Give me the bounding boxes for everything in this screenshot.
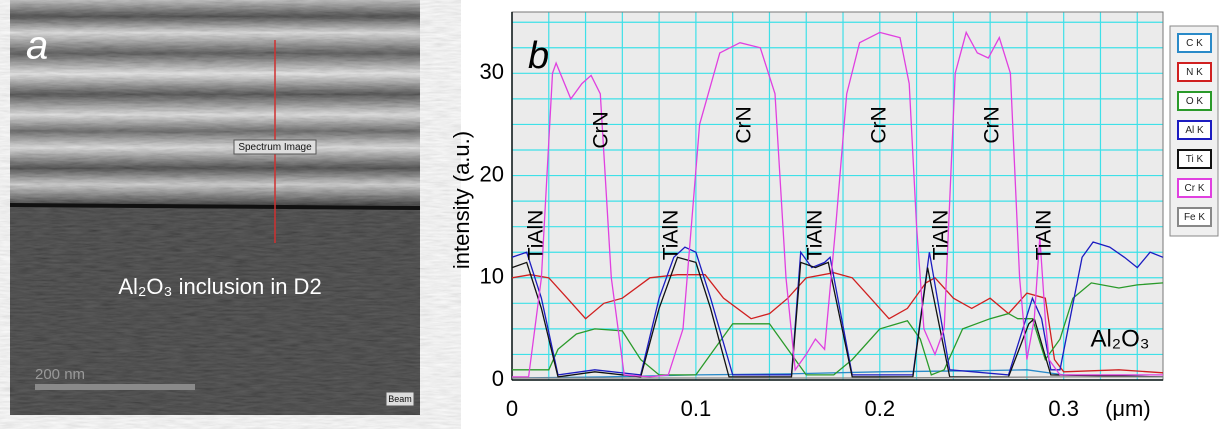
x-tick-label: 0.3	[1048, 396, 1079, 421]
y-tick-label: 30	[480, 59, 504, 84]
legend-label: Cr K	[1185, 183, 1205, 194]
plot-background	[512, 12, 1163, 380]
legend-label: Fe K	[1184, 212, 1205, 223]
panel-label: a	[26, 24, 48, 68]
legend-swatch	[1177, 120, 1212, 140]
legend-swatch	[1177, 33, 1212, 53]
beam-button	[385, 391, 415, 407]
series-line	[511, 241, 1164, 376]
scale-bar	[35, 384, 195, 390]
series-line	[512, 376, 1163, 379]
annotation: TiAlN	[660, 210, 683, 261]
series-line	[512, 282, 1164, 376]
y-tick-label: 10	[480, 264, 504, 289]
panel-label: b	[528, 35, 549, 77]
annotation: TiAlN	[930, 210, 953, 261]
annotation: Al₂O₃	[1090, 325, 1149, 352]
series-line	[512, 30, 1163, 378]
legend-swatch	[1177, 62, 1212, 82]
legend-label: C K	[1186, 38, 1203, 49]
x-tick-label: 0.1	[681, 396, 712, 421]
series-line	[511, 272, 1164, 374]
legend-label: N K	[1186, 67, 1203, 78]
marker-box	[233, 139, 317, 155]
annotation: CrN	[733, 106, 756, 143]
y-tick-label: 20	[480, 161, 504, 186]
x-tick-label: 0	[506, 396, 518, 421]
series-line	[511, 256, 1164, 378]
legend-label: Ti K	[1186, 154, 1204, 165]
annotation: CrN	[590, 111, 613, 148]
y-tick-label: 0	[492, 366, 504, 391]
micrograph: Spectrum Image a Al₂O₃ inclusion in D2 2…	[9, 0, 421, 415]
legend-swatch	[1177, 178, 1212, 198]
annotation: TiAlN	[525, 210, 548, 261]
interface	[9, 203, 421, 210]
legend-swatch	[1177, 91, 1212, 111]
x-tick-label: 0.2	[864, 396, 895, 421]
scale-bar-label: 200 nm	[35, 366, 85, 383]
annotation: TiAlN	[1033, 210, 1056, 261]
annotation: CrN	[981, 106, 1004, 143]
caption: Al₂O₃ inclusion in D2	[118, 274, 321, 299]
legend-swatch	[1177, 149, 1212, 169]
legend-label: O K	[1186, 96, 1204, 107]
marker-label: Spectrum Image	[238, 142, 312, 153]
beam-label: Beam	[388, 394, 412, 404]
legend-label: Al K	[1185, 125, 1204, 136]
annotation: CrN	[868, 106, 891, 143]
y-axis-label: intensity (a.u.)	[449, 131, 474, 269]
legend-swatch	[1177, 207, 1212, 227]
annotation: TiAlN	[804, 210, 827, 261]
x-axis-label: (μm)	[1105, 396, 1151, 421]
